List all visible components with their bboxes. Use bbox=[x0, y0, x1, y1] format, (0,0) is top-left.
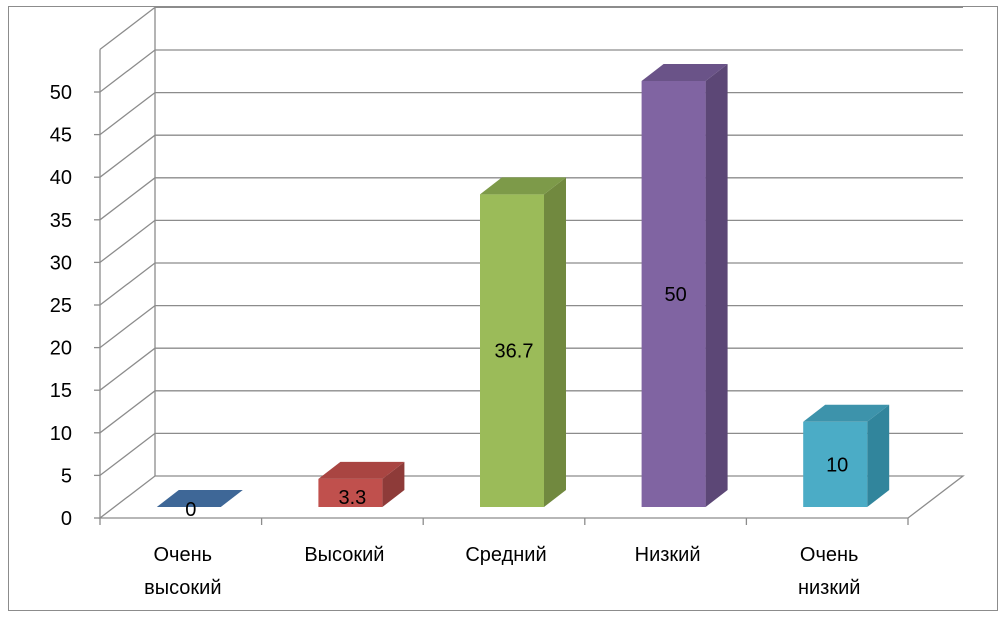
y-tick-label: 45 bbox=[50, 125, 72, 147]
y-tick-label: 5 bbox=[61, 465, 72, 487]
y-tick-label: 25 bbox=[50, 295, 72, 317]
bar-4 bbox=[641, 64, 728, 507]
bar-side bbox=[544, 177, 566, 508]
gridline-diagonal bbox=[99, 305, 156, 349]
bar-front bbox=[803, 421, 868, 507]
bar-5 bbox=[803, 404, 890, 507]
data-label: 0 bbox=[185, 499, 196, 521]
bars bbox=[156, 64, 890, 508]
gridline-diagonal bbox=[99, 262, 156, 306]
gridline-diagonal bbox=[99, 432, 156, 476]
data-label: 10 bbox=[826, 454, 848, 476]
bar-side bbox=[382, 461, 405, 507]
x-category-label: Низкий bbox=[635, 544, 701, 566]
gridline-diagonal bbox=[99, 219, 156, 263]
y-tick-label: 35 bbox=[50, 210, 72, 232]
bar-top bbox=[156, 490, 243, 507]
y-tick-label: 15 bbox=[50, 380, 72, 402]
y-tick-label: 50 bbox=[50, 82, 72, 104]
gridline-diagonal bbox=[99, 49, 156, 93]
bar-front bbox=[318, 478, 383, 507]
y-tick-label: 30 bbox=[50, 252, 72, 274]
bar-top bbox=[803, 404, 890, 422]
y-tick-label: 20 bbox=[50, 338, 72, 360]
x-category-label: Высокий bbox=[304, 544, 384, 566]
y-tick-label: 10 bbox=[50, 423, 72, 445]
x-category-label: Очень bbox=[154, 544, 213, 566]
data-label: 50 bbox=[664, 284, 686, 306]
gridline-diagonal bbox=[99, 347, 156, 391]
bar-top bbox=[641, 64, 728, 81]
bar-side bbox=[867, 404, 890, 507]
x-category-label: низкий bbox=[798, 577, 860, 599]
y-tick-label: 40 bbox=[50, 167, 72, 189]
gridline-diagonal bbox=[99, 177, 156, 221]
x-category-label: Очень bbox=[800, 544, 859, 566]
gridline-diagonal bbox=[99, 92, 156, 136]
bar-2 bbox=[318, 461, 405, 507]
labels: 0 5 10 15 20 25 30 35 40 45 50 0 Очень высокий 3.3 Высо… bbox=[50, 82, 861, 599]
data-label: 36.7 bbox=[495, 341, 534, 363]
floor bbox=[98, 475, 965, 519]
bar-3 bbox=[480, 177, 566, 508]
bar-top bbox=[318, 461, 405, 479]
gridline-diagonal bbox=[99, 390, 156, 434]
x-category-label: высокий bbox=[144, 577, 221, 599]
y-tick-label: 0 bbox=[61, 508, 72, 530]
gridline-diagonal bbox=[99, 134, 156, 178]
bar-side bbox=[705, 64, 728, 507]
bar-front bbox=[641, 81, 706, 507]
bar-front bbox=[480, 194, 544, 508]
bar-1 bbox=[156, 490, 243, 507]
bar-top bbox=[480, 177, 566, 195]
gridline-diagonal bbox=[99, 6, 156, 50]
data-label: 3.3 bbox=[338, 487, 366, 509]
x-category-label: Средний bbox=[465, 544, 546, 566]
axes bbox=[94, 7, 965, 525]
